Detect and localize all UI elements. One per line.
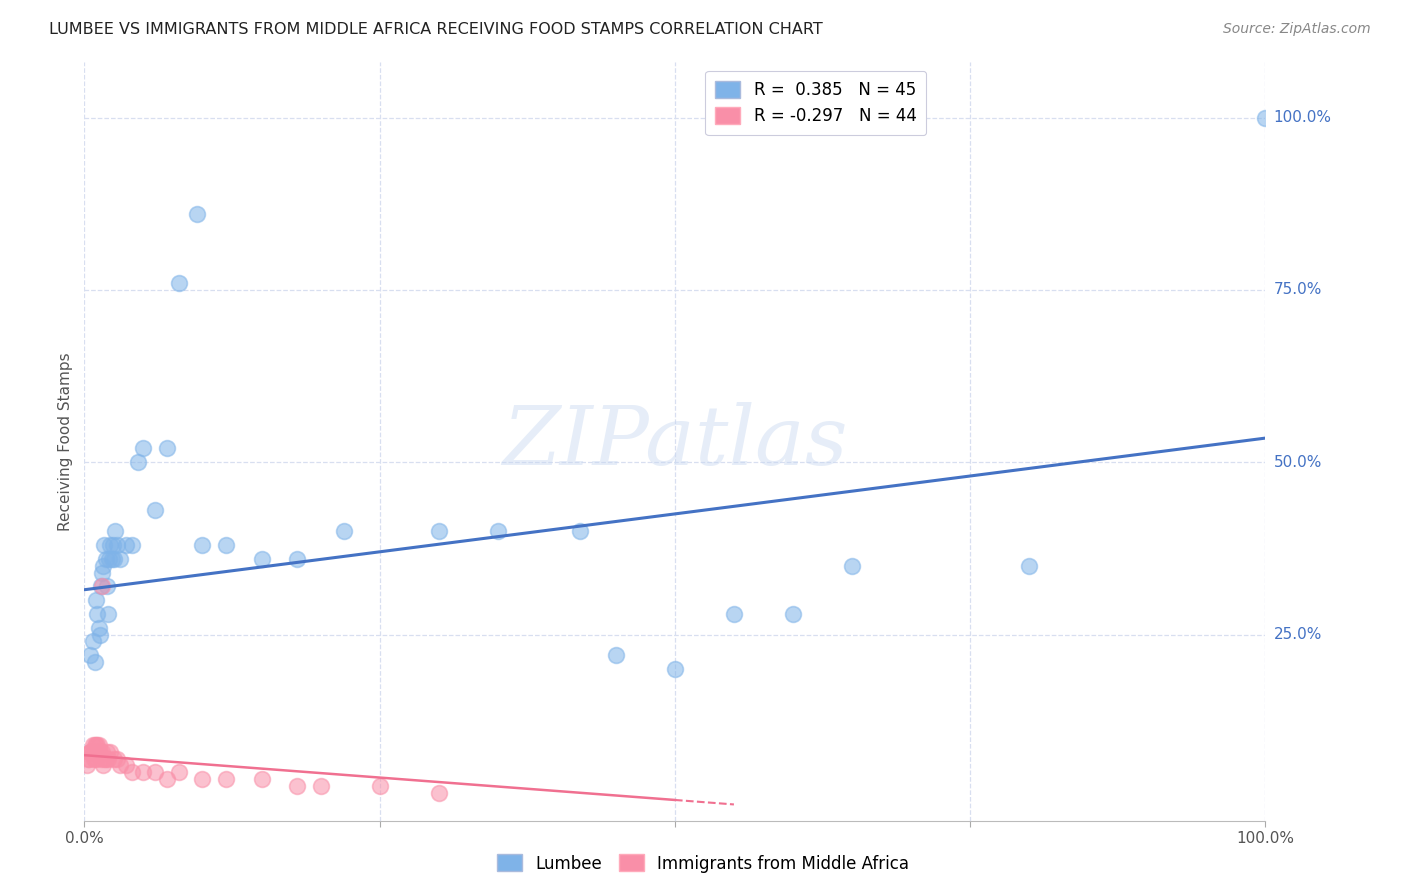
Point [167, 276, 190, 290]
Text: 100.0%: 100.0% [1274, 110, 1331, 125]
Point [605, 648, 627, 663]
Y-axis label: Receiving Food Stamps: Receiving Food Stamps [58, 352, 73, 531]
Point [723, 607, 745, 621]
Point [167, 765, 190, 780]
Point [84, 738, 107, 752]
Point [101, 538, 124, 552]
Point [86, 738, 108, 752]
Point [90, 751, 112, 765]
Point [94, 751, 117, 765]
Point [83, 751, 105, 765]
Point [427, 524, 450, 538]
Point [191, 772, 214, 787]
Point [83, 745, 105, 759]
Point [100, 551, 122, 566]
Point [186, 207, 208, 221]
Legend: Lumbee, Immigrants from Middle Africa: Lumbee, Immigrants from Middle Africa [491, 847, 915, 880]
Point [108, 758, 131, 772]
Point [84, 745, 107, 759]
Point [87, 621, 110, 635]
Point [368, 779, 391, 793]
Point [87, 745, 110, 759]
Point [664, 662, 686, 676]
Point [132, 442, 155, 456]
Text: LUMBEE VS IMMIGRANTS FROM MIDDLE AFRICA RECEIVING FOOD STAMPS CORRELATION CHART: LUMBEE VS IMMIGRANTS FROM MIDDLE AFRICA … [49, 22, 823, 37]
Point [80, 745, 103, 759]
Point [285, 779, 308, 793]
Point [114, 538, 136, 552]
Point [96, 745, 118, 759]
Point [156, 772, 179, 787]
Point [91, 758, 114, 772]
Point [143, 765, 166, 780]
Point [107, 538, 129, 552]
Point [132, 765, 155, 780]
Text: ZIPatlas: ZIPatlas [502, 401, 848, 482]
Point [93, 751, 115, 765]
Point [1018, 558, 1040, 573]
Legend: R =  0.385   N = 45, R = -0.297   N = 44: R = 0.385 N = 45, R = -0.297 N = 44 [706, 70, 927, 136]
Point [114, 758, 136, 772]
Point [103, 551, 125, 566]
Point [121, 538, 143, 552]
Point [91, 579, 114, 593]
Point [84, 751, 107, 765]
Point [96, 579, 118, 593]
Point [98, 551, 121, 566]
Point [86, 745, 108, 759]
Point [486, 524, 509, 538]
Point [79, 745, 101, 759]
Point [127, 455, 149, 469]
Point [427, 786, 450, 800]
Point [250, 551, 273, 566]
Point [93, 538, 115, 552]
Point [79, 648, 101, 663]
Point [1254, 111, 1277, 125]
Point [76, 758, 98, 772]
Point [191, 538, 214, 552]
Point [103, 751, 125, 765]
Point [156, 442, 179, 456]
Point [89, 627, 111, 641]
Point [215, 538, 238, 552]
Point [107, 751, 129, 765]
Point [94, 551, 117, 566]
Point [250, 772, 273, 787]
Point [121, 765, 143, 780]
Point [98, 538, 121, 552]
Point [84, 655, 107, 669]
Point [77, 751, 100, 765]
Point [782, 607, 804, 621]
Point [84, 593, 107, 607]
Point [82, 738, 104, 752]
Text: Source: ZipAtlas.com: Source: ZipAtlas.com [1223, 22, 1371, 37]
Point [82, 745, 104, 759]
Point [143, 503, 166, 517]
Point [86, 607, 108, 621]
Point [82, 634, 104, 648]
Point [285, 551, 308, 566]
Point [97, 607, 120, 621]
Text: 75.0%: 75.0% [1274, 283, 1322, 297]
Point [97, 751, 120, 765]
Point [569, 524, 592, 538]
Point [84, 738, 107, 752]
Point [98, 745, 121, 759]
Point [91, 558, 114, 573]
Point [87, 738, 110, 752]
Point [79, 745, 101, 759]
Point [841, 558, 863, 573]
Point [90, 579, 112, 593]
Text: 50.0%: 50.0% [1274, 455, 1322, 470]
Point [89, 745, 111, 759]
Point [91, 745, 114, 759]
Point [108, 551, 131, 566]
Point [77, 751, 100, 765]
Text: 25.0%: 25.0% [1274, 627, 1322, 642]
Point [104, 524, 127, 538]
Point [215, 772, 238, 787]
Point [333, 524, 356, 538]
Point [309, 779, 332, 793]
Point [91, 566, 114, 580]
